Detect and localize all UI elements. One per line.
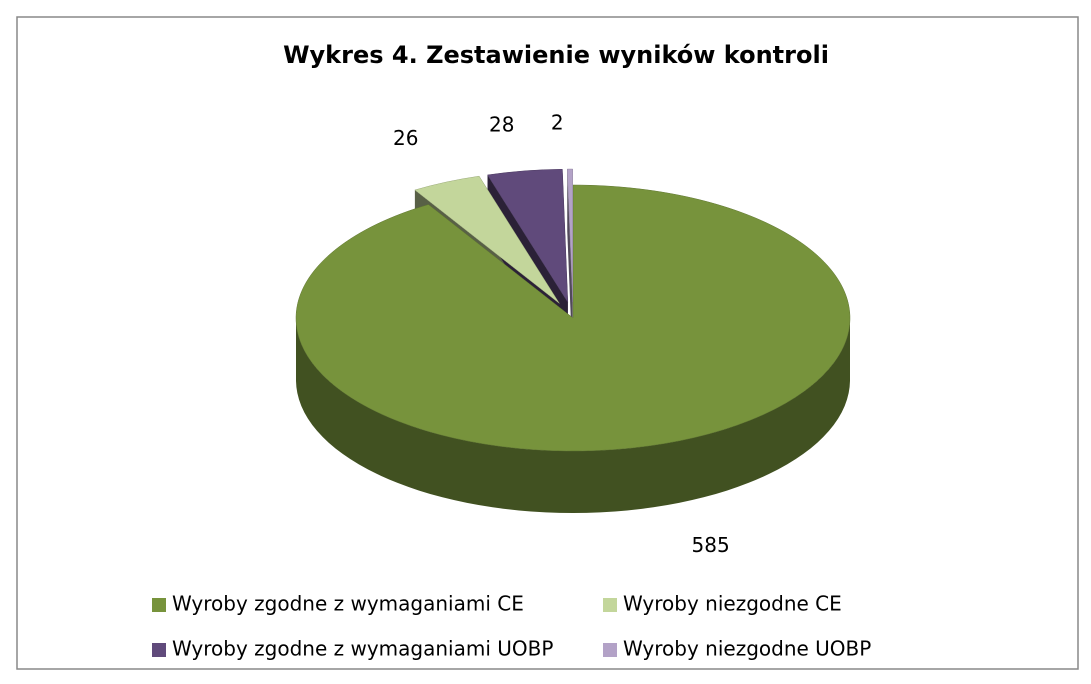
legend-swatch [152,598,166,612]
data-label: 28 [489,113,514,137]
data-label: 26 [393,126,418,150]
data-label: 2 [551,110,564,134]
data-label: 585 [692,533,730,557]
slice-side [296,318,850,513]
slice [566,168,573,303]
legend-swatch [152,643,166,657]
legend-label: Wyroby niezgodne UOBP [623,637,871,661]
slice [295,184,851,452]
legend-label: Wyroby niezgodne CE [623,592,842,616]
slice [487,169,569,304]
slice [414,175,560,304]
slice-wall [567,169,573,365]
chart-title: Wykres 4. Zestawienie wyników kontroli [283,41,829,69]
legend-swatch [603,598,617,612]
legend-swatch [603,643,617,657]
legend-label: Wyroby zgodne z wymaganiami UOBP [172,637,553,661]
legend-label: Wyroby zgodne z wymaganiami CE [172,592,524,616]
